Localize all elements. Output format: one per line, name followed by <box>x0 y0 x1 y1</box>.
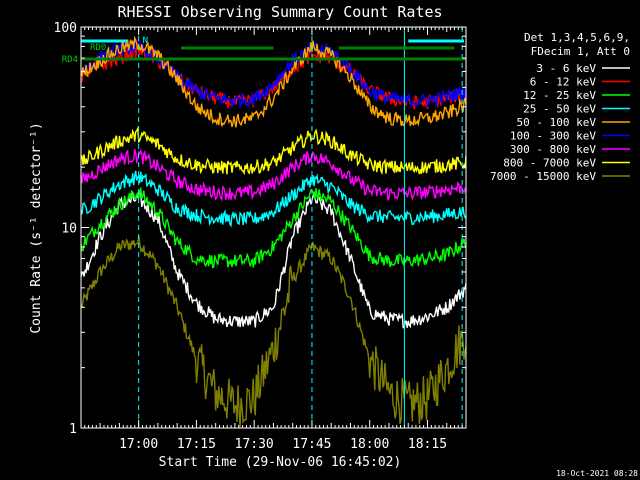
n-label: N <box>143 36 148 46</box>
plot-area: RD4 RD0 N <box>62 27 467 428</box>
y-tick-label: 1 <box>69 422 77 437</box>
y-tick-label: 10 <box>61 222 77 237</box>
x-axis-label: Start Time (29-Nov-06 16:45:02) <box>159 455 402 470</box>
legend-header-line: FDecim 1, Att 0 <box>531 45 630 58</box>
legend-header-line: Det 1,3,4,5,6,9, <box>524 31 630 44</box>
series-line-12-25-kev <box>80 186 467 269</box>
series-line-800-7000-kev <box>80 125 467 176</box>
x-tick-label: 17:15 <box>177 437 216 452</box>
x-tick-label: 18:00 <box>350 437 389 452</box>
legend-label: 50 - 100 keV <box>517 116 597 129</box>
y-tick-label: 100 <box>54 21 77 36</box>
x-tick-label: 17:00 <box>119 437 158 452</box>
rd4-label: RD4 <box>62 55 78 65</box>
series-line-25-50-kev <box>80 170 467 228</box>
legend-label: 3 - 6 keV <box>536 62 596 75</box>
rd0-label: RD0 <box>90 43 106 53</box>
chart-title: RHESSI Observing Summary Count Rates <box>117 3 442 21</box>
x-tick-label: 17:30 <box>235 437 274 452</box>
legend-label: 25 - 50 keV <box>523 103 596 116</box>
series-line-7000-15000-kev <box>80 235 467 428</box>
legend-label: 12 - 25 keV <box>523 89 596 102</box>
legend-label: 6 - 12 keV <box>530 76 597 89</box>
axes: 1 10 100 17:00 17:15 17:30 17:45 18:00 18:15 <box>54 21 467 452</box>
footer-timestamp: 18-Oct-2021 08:28 <box>556 469 638 478</box>
x-tick-label: 17:45 <box>292 437 331 452</box>
series-line-100-300-kev <box>80 37 467 109</box>
series-line-300-800-kev <box>80 148 467 202</box>
series-line-3-6-kev <box>80 190 467 329</box>
legend-label: 7000 - 15000 keV <box>490 170 596 183</box>
legend-label: 800 - 7000 keV <box>503 157 596 170</box>
y-axis-label: Count Rate (s⁻¹ detector⁻¹) <box>29 122 44 333</box>
legend-label: 100 - 300 keV <box>510 130 596 143</box>
series-line-50-100-kev <box>80 35 467 128</box>
x-tick-label: 18:15 <box>408 437 447 452</box>
legend-label: 300 - 800 keV <box>510 143 596 156</box>
legend: Det 1,3,4,5,6,9,FDecim 1, Att 0 3 - 6 keV… <box>490 31 630 183</box>
